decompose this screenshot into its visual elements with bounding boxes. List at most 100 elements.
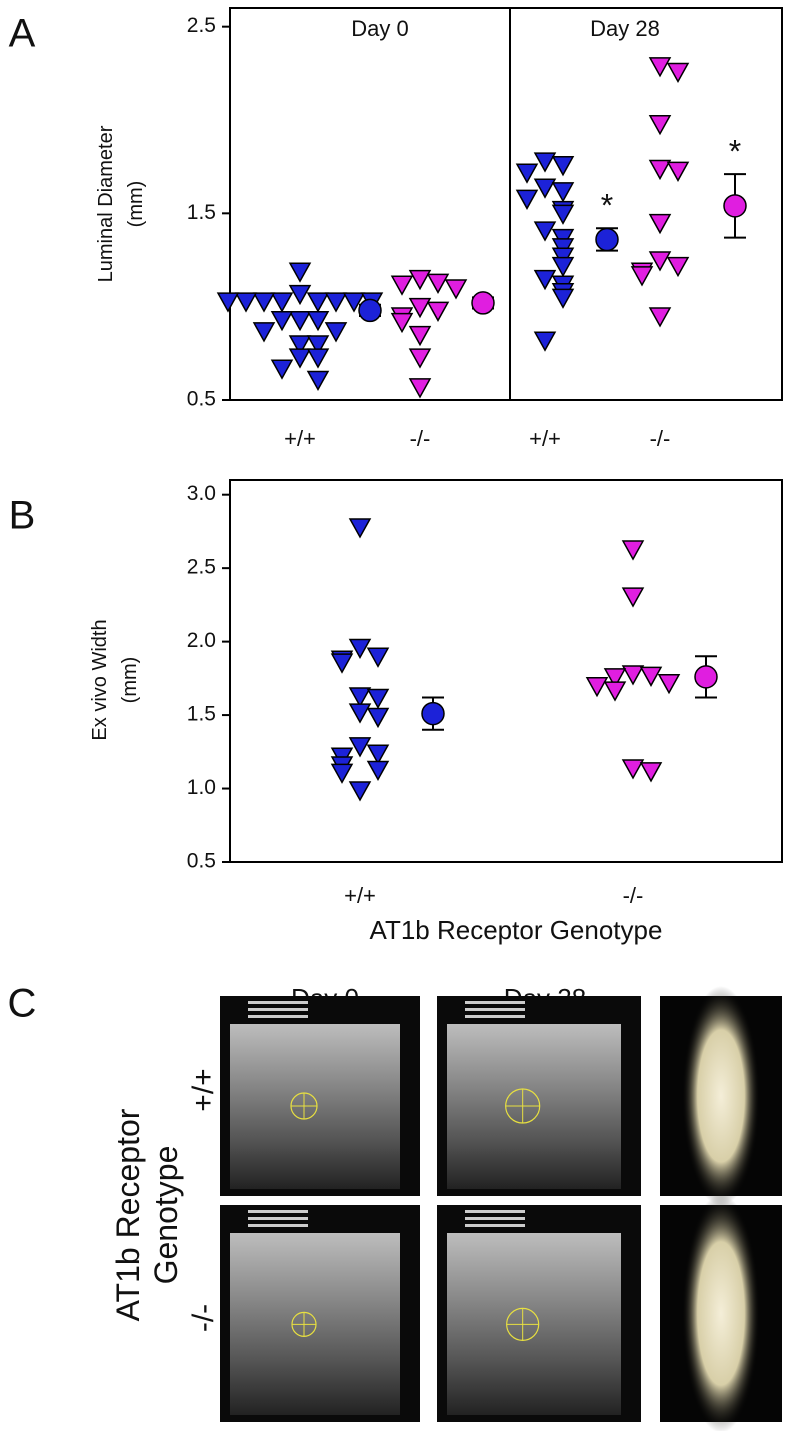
data-triangle bbox=[533, 221, 557, 242]
vessel-tissue bbox=[681, 986, 761, 1206]
data-triangle bbox=[324, 292, 348, 313]
y-tick-label: 1.5 bbox=[187, 703, 216, 726]
data-triangle bbox=[288, 310, 312, 332]
vessel-tissue bbox=[681, 1194, 761, 1433]
mean-marker bbox=[471, 291, 495, 315]
ultrasound-header-text bbox=[465, 1015, 525, 1018]
ultrasound-header-text bbox=[248, 1001, 308, 1004]
data-triangle bbox=[630, 266, 654, 287]
genotype-label-line: Genotype bbox=[148, 1146, 184, 1285]
data-triangle bbox=[444, 279, 468, 300]
data-triangle bbox=[551, 182, 575, 203]
ultrasound-header-text bbox=[248, 1210, 308, 1213]
y-tick-label: 3.0 bbox=[187, 482, 216, 505]
data-triangle bbox=[603, 681, 627, 702]
y-tick-label: 2.0 bbox=[187, 629, 216, 652]
genotype-label-line: AT1b Receptor bbox=[110, 1108, 146, 1321]
significance-marker: * bbox=[729, 134, 741, 170]
x-tick-label: -/- bbox=[410, 426, 431, 451]
genotype-label: AT1b ReceptorGenotype bbox=[110, 1108, 184, 1321]
data-triangle bbox=[366, 647, 390, 668]
y-axis-label: Ex vivo Width (mm) bbox=[89, 619, 141, 740]
data-triangle bbox=[348, 703, 372, 724]
day-header: Day 28 bbox=[590, 16, 660, 41]
data-triangle bbox=[648, 159, 672, 181]
data-triangle bbox=[639, 762, 663, 783]
data-triangle bbox=[270, 359, 294, 380]
panel-letter: C bbox=[8, 982, 37, 1026]
data-triangle bbox=[288, 262, 312, 283]
mean-marker bbox=[595, 227, 619, 252]
y-tick-label: 0.5 bbox=[187, 388, 216, 411]
data-triangle bbox=[426, 273, 450, 294]
y-axis-label: Luminal Diameter (mm) bbox=[95, 125, 147, 282]
y-tick-label: 2.5 bbox=[187, 14, 216, 37]
data-triangle bbox=[324, 322, 348, 343]
y-tick-label: 1.5 bbox=[187, 201, 216, 224]
data-triangle bbox=[348, 518, 372, 539]
x-tick-label: -/- bbox=[650, 426, 671, 451]
data-triangle bbox=[648, 251, 672, 272]
data-triangle bbox=[408, 378, 432, 399]
data-triangle bbox=[252, 292, 276, 313]
ultrasound-header-text bbox=[465, 1210, 525, 1213]
data-triangle bbox=[348, 638, 372, 660]
data-triangle bbox=[306, 310, 330, 332]
data-triangle bbox=[306, 370, 330, 392]
ultrasound-header-text bbox=[465, 1217, 525, 1220]
data-triangle bbox=[288, 348, 312, 369]
ultrasound-header-text bbox=[248, 1224, 308, 1227]
data-triangle bbox=[252, 322, 276, 343]
ultrasound-header-text bbox=[248, 1015, 308, 1018]
data-triangle bbox=[288, 335, 312, 356]
data-triangle bbox=[306, 292, 330, 313]
data-triangle bbox=[270, 310, 294, 332]
x-tick-label: -/- bbox=[623, 883, 644, 908]
y-axis-label-line: (mm) bbox=[125, 181, 147, 228]
data-triangle bbox=[330, 653, 354, 674]
data-triangle bbox=[657, 674, 681, 695]
ultrasound-header-text bbox=[465, 1001, 525, 1004]
panel-letter: A bbox=[9, 12, 36, 56]
ultrasound-header-text bbox=[248, 1217, 308, 1220]
plot-frame bbox=[229, 7, 783, 401]
data-triangle bbox=[621, 587, 645, 608]
data-triangle bbox=[551, 204, 575, 225]
x-tick-label: +/+ bbox=[529, 426, 561, 451]
data-triangle bbox=[408, 325, 432, 347]
y-axis-label-line: Luminal Diameter bbox=[95, 125, 117, 282]
data-triangle bbox=[342, 292, 366, 313]
data-triangle bbox=[648, 114, 672, 136]
x-axis-label: AT1b Receptor Genotype bbox=[370, 915, 663, 945]
data-triangle bbox=[551, 288, 575, 309]
data-triangle bbox=[306, 348, 330, 369]
data-triangle bbox=[270, 292, 294, 313]
data-triangle bbox=[551, 156, 575, 177]
mean-marker bbox=[358, 298, 382, 323]
mean-marker bbox=[421, 701, 445, 726]
day-header: Day 0 bbox=[351, 16, 408, 41]
data-triangle bbox=[533, 152, 557, 173]
data-triangle bbox=[348, 687, 372, 708]
data-triangle bbox=[666, 62, 690, 84]
data-triangle bbox=[408, 297, 432, 319]
data-triangle bbox=[666, 161, 690, 182]
data-triangle bbox=[366, 707, 390, 729]
data-triangle bbox=[621, 540, 645, 561]
data-triangle bbox=[621, 665, 645, 686]
plot-frame bbox=[229, 479, 783, 863]
data-triangle bbox=[366, 760, 390, 781]
data-triangle bbox=[603, 668, 627, 689]
data-triangle bbox=[330, 763, 354, 784]
data-triangle bbox=[288, 284, 312, 306]
y-tick-label: 0.5 bbox=[187, 850, 216, 873]
data-triangle bbox=[408, 348, 432, 369]
mean-marker bbox=[723, 194, 747, 218]
data-triangle bbox=[648, 57, 672, 78]
data-triangle bbox=[306, 335, 330, 356]
ultrasound-header-text bbox=[248, 1008, 308, 1011]
data-triangle bbox=[366, 688, 390, 709]
data-triangle bbox=[648, 213, 672, 235]
x-tick-label: +/+ bbox=[284, 426, 316, 451]
x-tick-label: +/+ bbox=[344, 883, 376, 908]
